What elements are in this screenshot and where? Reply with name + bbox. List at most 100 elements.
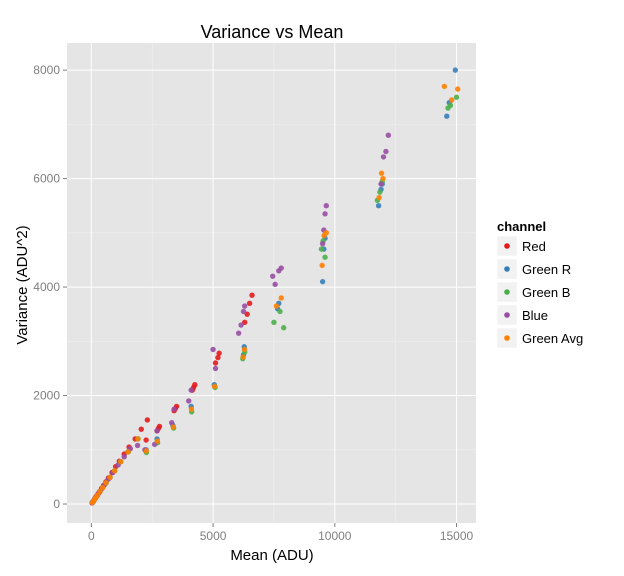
legend-label: Green R [522,262,571,277]
legend-label: Blue [522,308,548,323]
y-tick-label: 4000 [33,280,60,294]
data-point [271,319,277,326]
data-point [188,406,195,412]
data-point [322,254,328,260]
data-point [318,246,325,252]
data-point [170,424,176,430]
data-point [377,189,383,195]
data-point [270,273,276,279]
data-point [246,300,253,307]
data-point [156,423,163,430]
data-point [378,181,384,187]
legend-title: channel [497,219,546,234]
data-point [211,383,218,390]
data-point [97,489,103,495]
data-point [444,113,450,119]
data-point [273,303,280,309]
y-axis-title: Variance (ADU^2) [14,225,31,344]
data-point [134,442,141,449]
data-point [277,308,283,315]
plot-panel [67,43,476,523]
data-point [319,240,326,247]
data-point [447,102,454,109]
data-point [111,468,118,474]
data-point [278,265,284,271]
data-point [380,154,387,160]
legend-label: Green B [522,285,570,300]
data-point [99,484,106,491]
data-point [212,360,219,366]
legend-swatch [504,312,510,318]
data-point [455,86,461,92]
data-point [138,426,144,432]
y-tick-label: 0 [53,497,60,511]
data-point [240,308,247,315]
data-point [323,203,329,209]
legend-swatch [504,266,510,272]
data-point [154,428,160,434]
data-point [171,406,177,412]
data-point [278,295,284,301]
y-tick-label: 8000 [33,63,60,77]
data-point [125,449,131,455]
data-point [319,278,326,285]
y-tick-label: 6000 [33,172,60,186]
data-point [375,203,382,209]
data-point [322,211,328,217]
data-point [249,292,255,298]
legend-swatch [504,243,510,249]
data-point [453,94,460,100]
data-point [212,365,219,372]
data-point [117,458,124,465]
chart-title: Variance vs Mean [201,22,344,42]
data-point [215,354,221,361]
x-tick-label: 10000 [318,529,352,543]
data-point [210,346,216,353]
data-point [235,330,242,336]
data-point [452,67,459,73]
data-point [319,262,325,269]
data-point [376,194,382,201]
data-point [280,325,287,331]
data-point [188,387,194,393]
legend-swatch [504,289,510,295]
data-point [323,230,329,236]
data-point [216,350,222,356]
data-point [380,175,386,182]
legend: channel Red Green R Green B Blue Green Avg [496,219,583,349]
y-tick-label: 2000 [33,389,60,403]
x-axis-title: Mean (ADU) [230,547,313,564]
data-point [143,448,149,454]
x-tick-label: 15000 [440,529,474,543]
data-point [238,322,244,328]
data-point [241,346,248,353]
data-point [168,419,175,426]
legend-label: Red [522,239,546,254]
data-point [143,437,149,443]
legend-label: Green Avg [522,331,583,346]
x-tick-label: 0 [88,529,95,543]
data-point [240,354,246,360]
data-point [378,170,385,176]
data-point [385,132,392,138]
axis-ticks: 0 5000 10000 15000 0 2000 4000 6000 8000 [33,63,473,543]
series-green-avg [89,83,461,506]
x-tick-label: 5000 [200,529,227,543]
data-point [242,303,248,309]
legend-swatch [504,335,510,341]
data-point [383,148,389,155]
data-point [107,474,113,481]
data-point [272,281,278,288]
data-point [121,454,127,460]
data-point [103,480,109,486]
grid-major [67,43,476,523]
data-point [441,83,448,90]
data-point [154,438,161,444]
data-points [89,67,461,506]
data-point [186,398,192,404]
data-point [192,381,198,388]
data-point [135,436,141,442]
data-point [144,417,151,423]
data-point [448,97,455,103]
